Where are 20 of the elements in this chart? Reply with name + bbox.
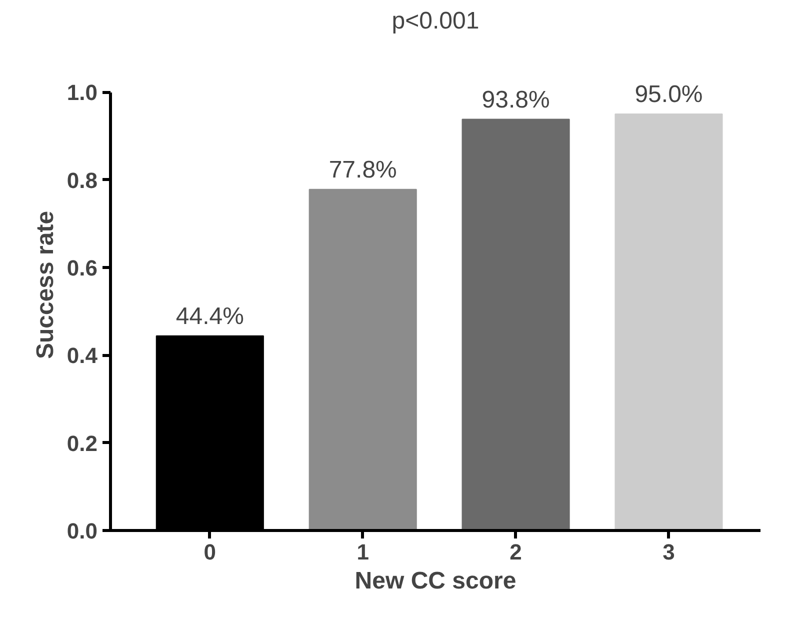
x-tick-label: 2 [510, 540, 522, 564]
text: p<0.001 [392, 8, 480, 34]
y-tick-label: 1.0 [66, 80, 98, 106]
data-label: 93.8% [482, 86, 550, 114]
x-tick-label: 0 [204, 540, 216, 564]
x-tick-label: 3 [662, 540, 675, 564]
bar [308, 188, 417, 530]
y-tick-label: 0.6 [66, 255, 98, 280]
x-tick-label: 1 [356, 540, 369, 564]
y-tick-label: 0.2 [66, 430, 98, 456]
y-tick-label: 0.8 [66, 168, 98, 193]
y-tick-label: 0.0 [66, 518, 98, 544]
bar [462, 118, 570, 530]
y-tick-label: 0.4 [66, 343, 98, 368]
data-label: 44.4% [176, 302, 244, 330]
x-axis-title: New CC score [354, 568, 516, 594]
data-label: 77.8% [328, 156, 397, 184]
y-axis-title: Success rate [32, 210, 59, 360]
data-label: 95.0% [634, 81, 703, 108]
bar [614, 114, 723, 530]
